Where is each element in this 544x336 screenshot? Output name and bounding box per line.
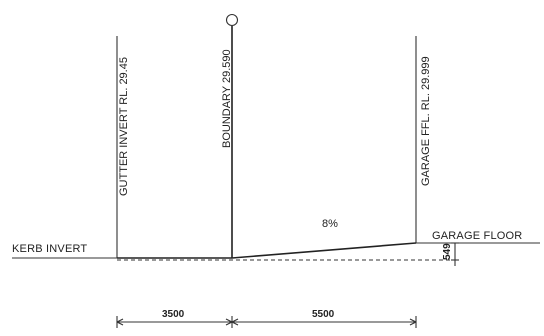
right-span-label: 5500: [312, 309, 335, 320]
gutter-invert-label: GUTTER INVERT RL. 29.45: [118, 57, 130, 196]
grade-label: 8%: [322, 218, 338, 230]
span-arrow-left-b: [116, 321, 124, 326]
span-arrow-mid-d: [231, 321, 239, 326]
span-arrow-mid-b: [225, 321, 233, 326]
garage-ffl-label: GARAGE FFL. RL. 29.999: [420, 56, 432, 186]
span-arrow-right-b: [409, 321, 417, 326]
left-span-label: 3500: [162, 309, 185, 320]
driveway-profile: [117, 242, 417, 259]
span-arrow-mid-c: [231, 318, 239, 323]
step-height-label: 549: [442, 243, 453, 260]
boundary-label: BOUNDARY 29.590: [221, 49, 233, 148]
span-arrow-right-a: [409, 318, 417, 323]
span-arrow-left-a: [116, 318, 124, 323]
kerb-invert-label: KERB INVERT: [12, 243, 87, 255]
garage-floor-label: GARAGE FLOOR: [432, 230, 522, 242]
boundary-marker-icon: [225, 13, 239, 27]
span-arrow-mid-a: [225, 318, 233, 323]
